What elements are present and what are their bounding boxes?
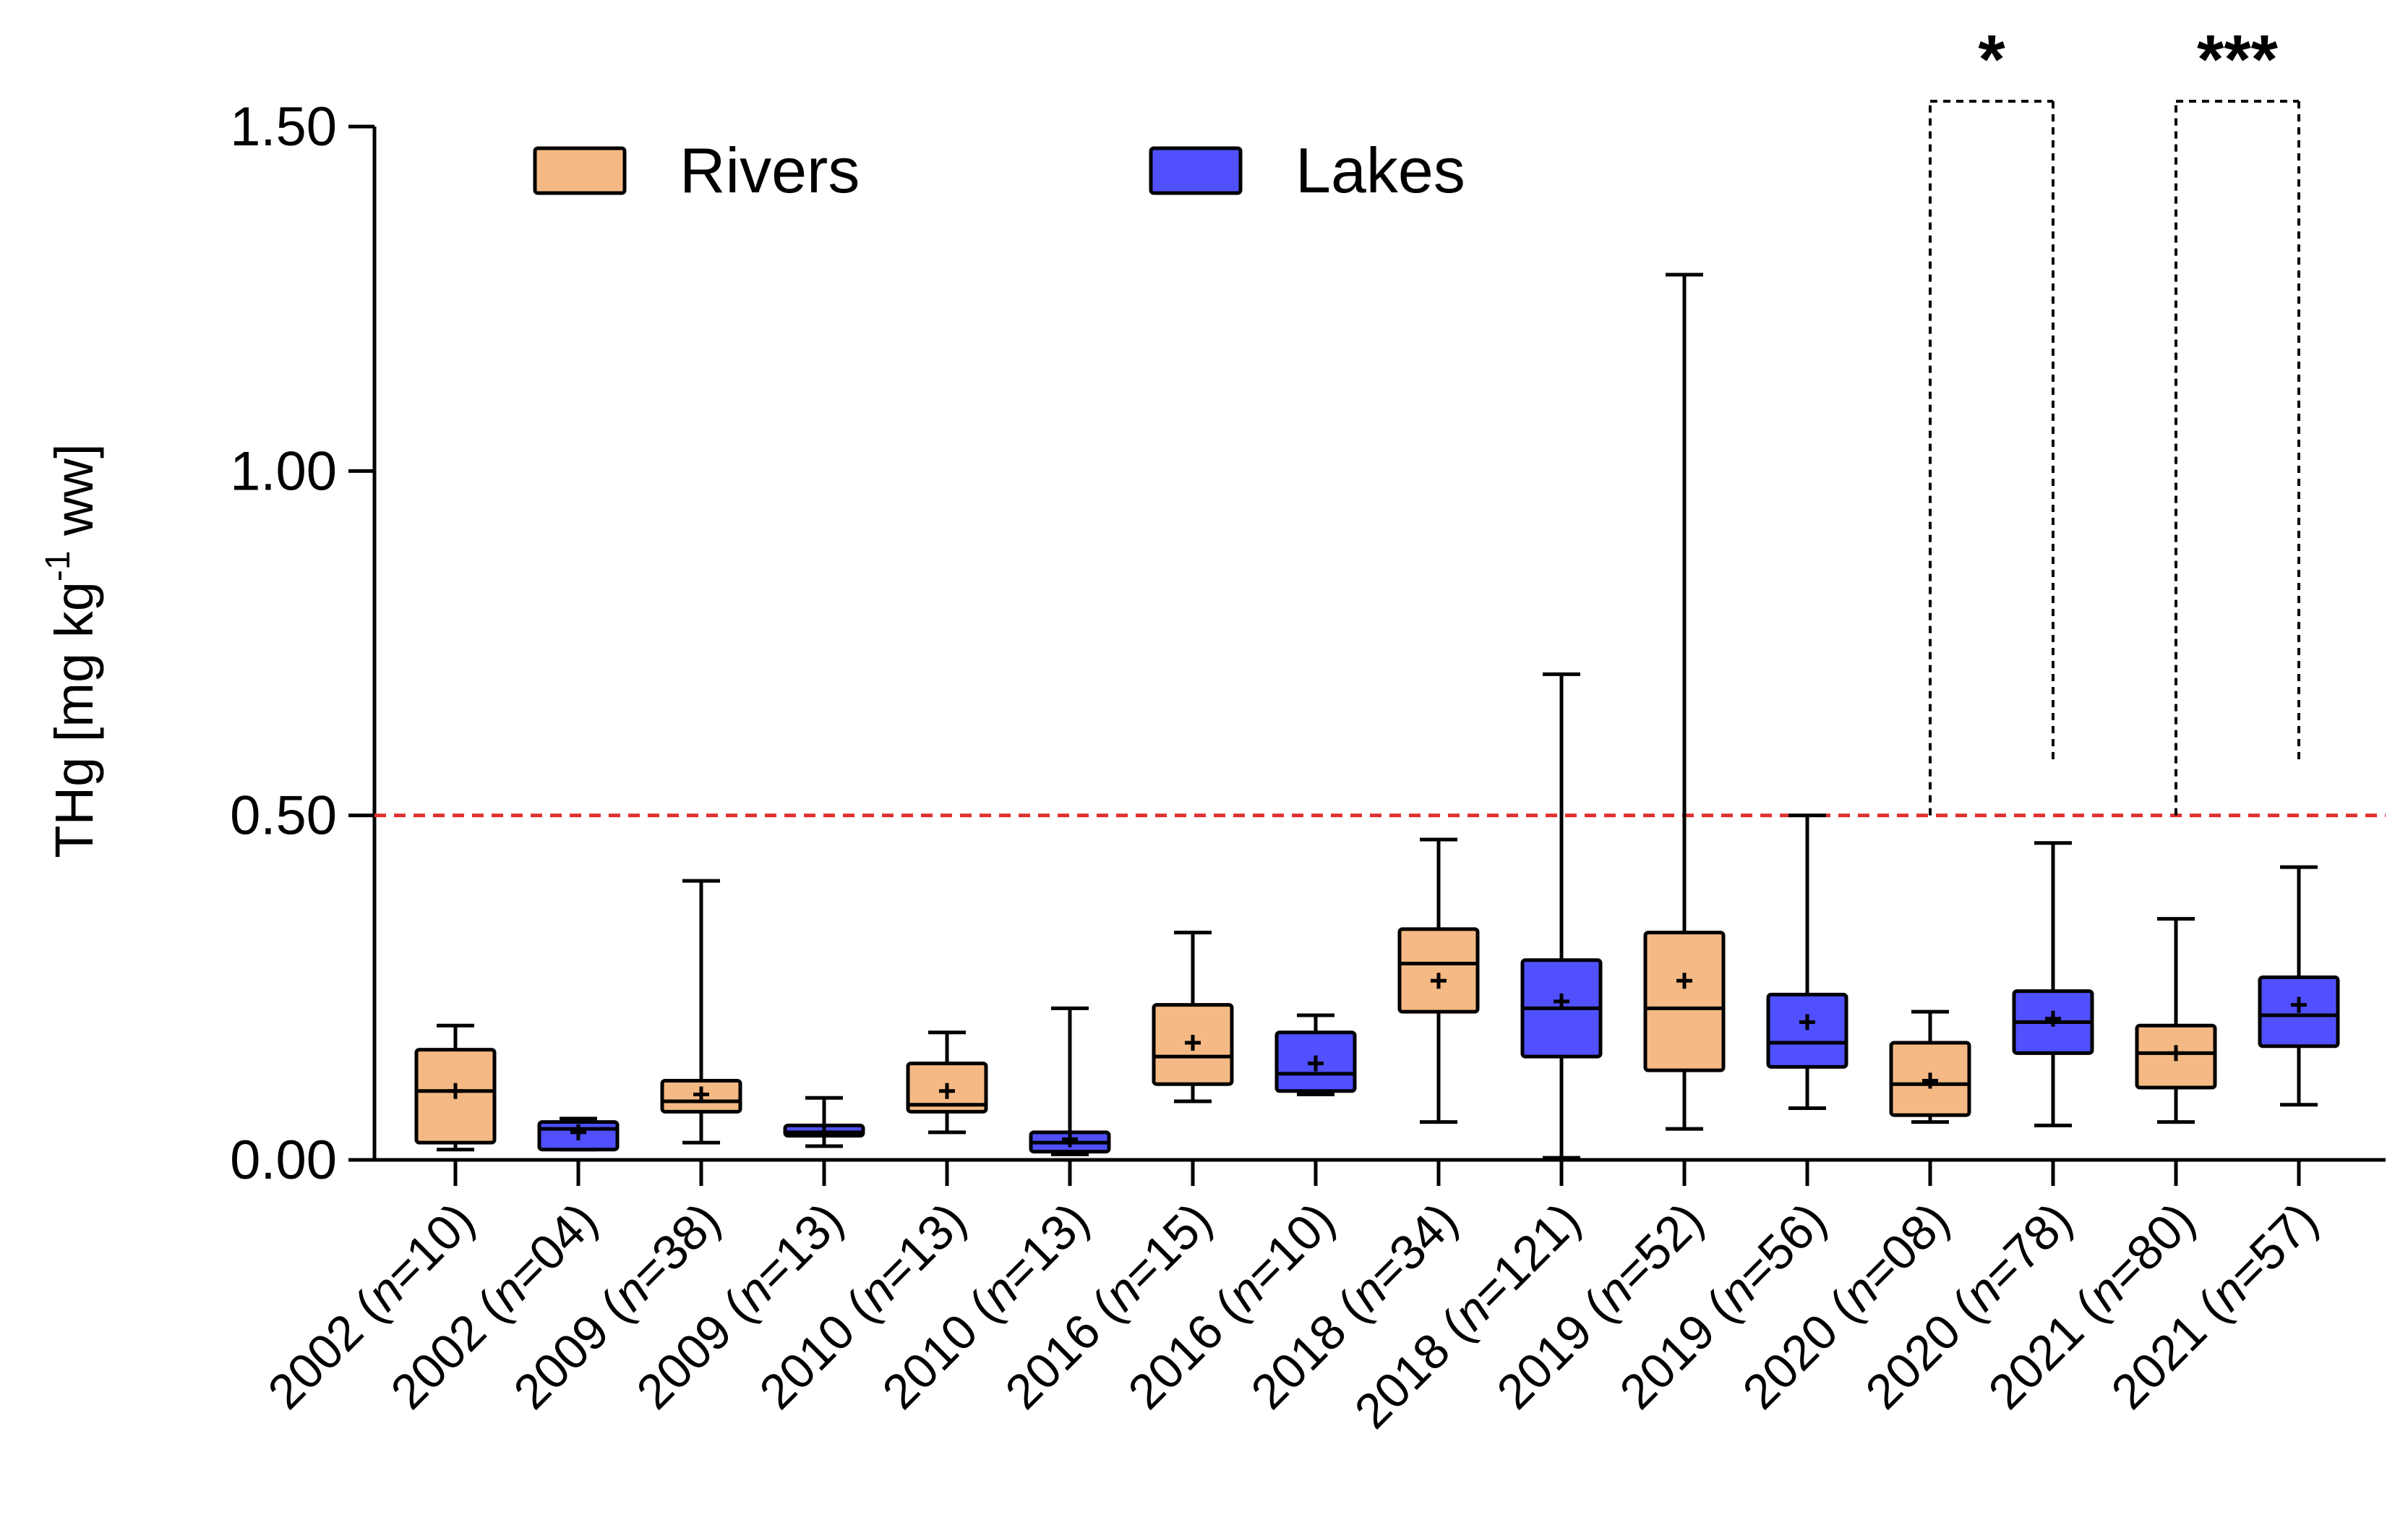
significance-label: *: [1978, 21, 2005, 98]
y-tick-label: 0.50: [230, 785, 337, 847]
legend-swatch-rivers: [533, 146, 627, 195]
y-tick-label: 1.00: [230, 440, 337, 502]
y-axis-title-tail: ww]: [44, 443, 104, 550]
y-axis-title-main: THg [mg kg: [44, 581, 104, 858]
box-lakes: [1766, 992, 1848, 1069]
legend-label-lakes: Lakes: [1295, 135, 1465, 206]
legend-swatch-lakes: [1149, 146, 1243, 195]
y-tick-label: 0.00: [230, 1130, 337, 1191]
box-rivers: [1397, 927, 1480, 1014]
legend-label-rivers: Rivers: [680, 135, 860, 206]
y-axis-title-sup: -1: [39, 550, 77, 581]
significance-label: ***: [2197, 21, 2279, 98]
box-rivers: [1643, 931, 1726, 1072]
y-tick-label: 1.50: [230, 96, 337, 158]
y-axis-title: THg [mg kg-1 ww]: [39, 443, 104, 858]
